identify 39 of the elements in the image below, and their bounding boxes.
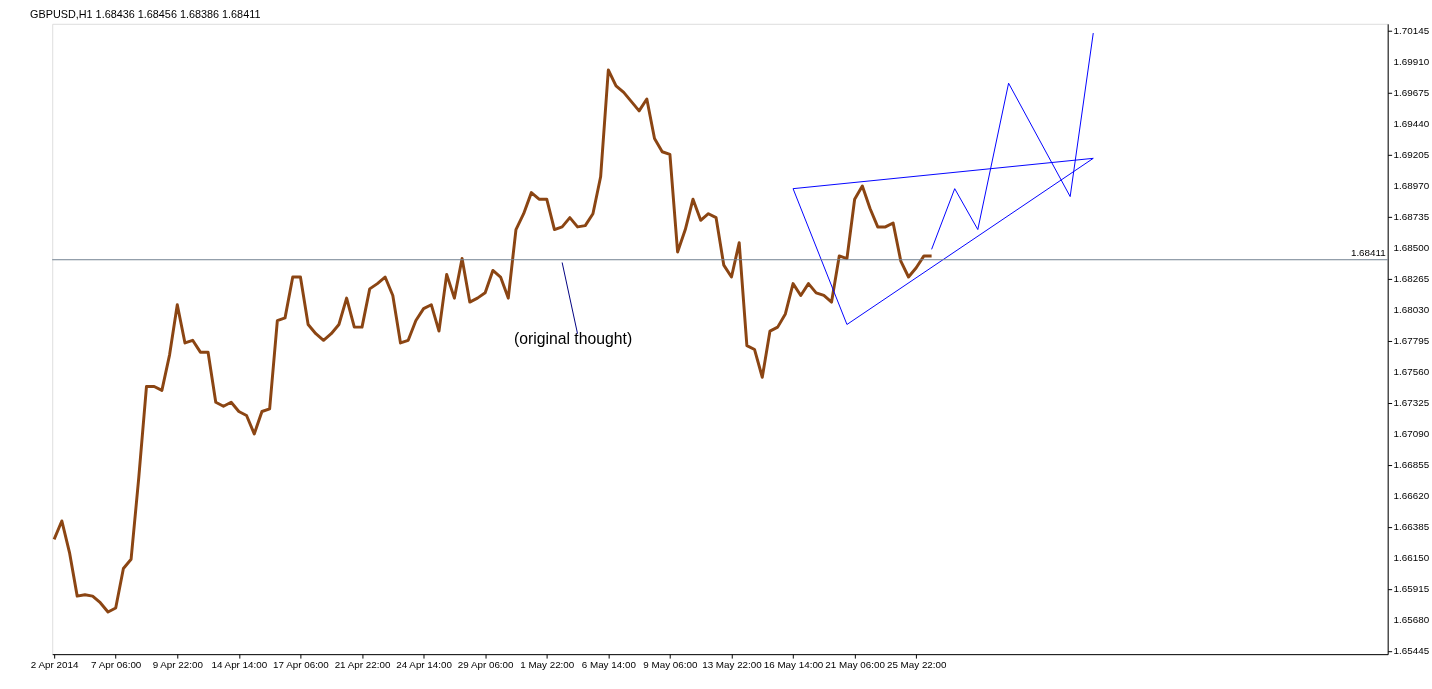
y-tick-label: 1.69675 xyxy=(1393,87,1430,99)
x-tick-label: 1 May 22:00 xyxy=(520,659,575,671)
x-tick-label: 17 Apr 06:00 xyxy=(273,659,330,671)
annotation: (original thought) xyxy=(513,329,633,347)
y-tick-label: 1.68500 xyxy=(1393,241,1430,253)
x-tick-label: 16 May 14:00 xyxy=(763,659,824,671)
y-tick-label: 1.66150 xyxy=(1393,551,1430,563)
y-tick-label: 1.68030 xyxy=(1393,303,1430,315)
y-tick-label: 1.68735 xyxy=(1393,210,1430,222)
y-tick-label: 1.66385 xyxy=(1393,520,1430,532)
y-tick-label: 1.67325 xyxy=(1393,396,1430,408)
x-tick-label: 13 May 22:00 xyxy=(702,659,763,671)
y-tick-label: 1.66855 xyxy=(1393,458,1430,470)
x-tick-label: 9 Apr 22:00 xyxy=(152,659,204,671)
y-tick-label: 1.69440 xyxy=(1393,118,1430,130)
ref-line-label: 1.68411 xyxy=(1350,246,1386,258)
x-tick-label: 24 Apr 14:00 xyxy=(396,659,453,671)
x-tick-label: 25 May 22:00 xyxy=(886,659,948,671)
y-tick-label: 1.67090 xyxy=(1393,427,1430,439)
x-tick-label: 9 May 06:00 xyxy=(643,659,698,671)
y-tick-label: 1.65680 xyxy=(1393,613,1430,625)
x-tick-label: 7 Apr 06:00 xyxy=(91,659,142,671)
y-tick-label: 1.66620 xyxy=(1393,489,1430,501)
chart-title: GBPUSD,H1 1.68436 1.68456 1.68386 1.68411 xyxy=(30,7,261,20)
x-tick-label: 14 Apr 14:00 xyxy=(211,659,268,671)
y-tick-label: 1.70145 xyxy=(1393,25,1430,37)
y-tick-label: 1.68970 xyxy=(1393,179,1430,191)
x-tick-label: 29 Apr 06:00 xyxy=(457,659,515,671)
y-tick-label: 1.67560 xyxy=(1393,365,1430,377)
y-tick-label: 1.65915 xyxy=(1393,582,1430,594)
y-tick-label: 1.67795 xyxy=(1393,334,1430,346)
y-tick-label: 1.69205 xyxy=(1393,148,1430,160)
x-tick-label: 2 Apr 2014 xyxy=(30,659,79,671)
x-tick-label: 21 May 06:00 xyxy=(825,659,886,671)
y-tick-label: 1.68265 xyxy=(1393,272,1430,284)
y-tick-label: 1.69910 xyxy=(1393,56,1430,68)
x-tick-label: 6 May 14:00 xyxy=(581,659,637,671)
x-tick-label: 21 Apr 22:00 xyxy=(334,659,391,671)
y-tick-label: 1.65445 xyxy=(1393,644,1430,656)
